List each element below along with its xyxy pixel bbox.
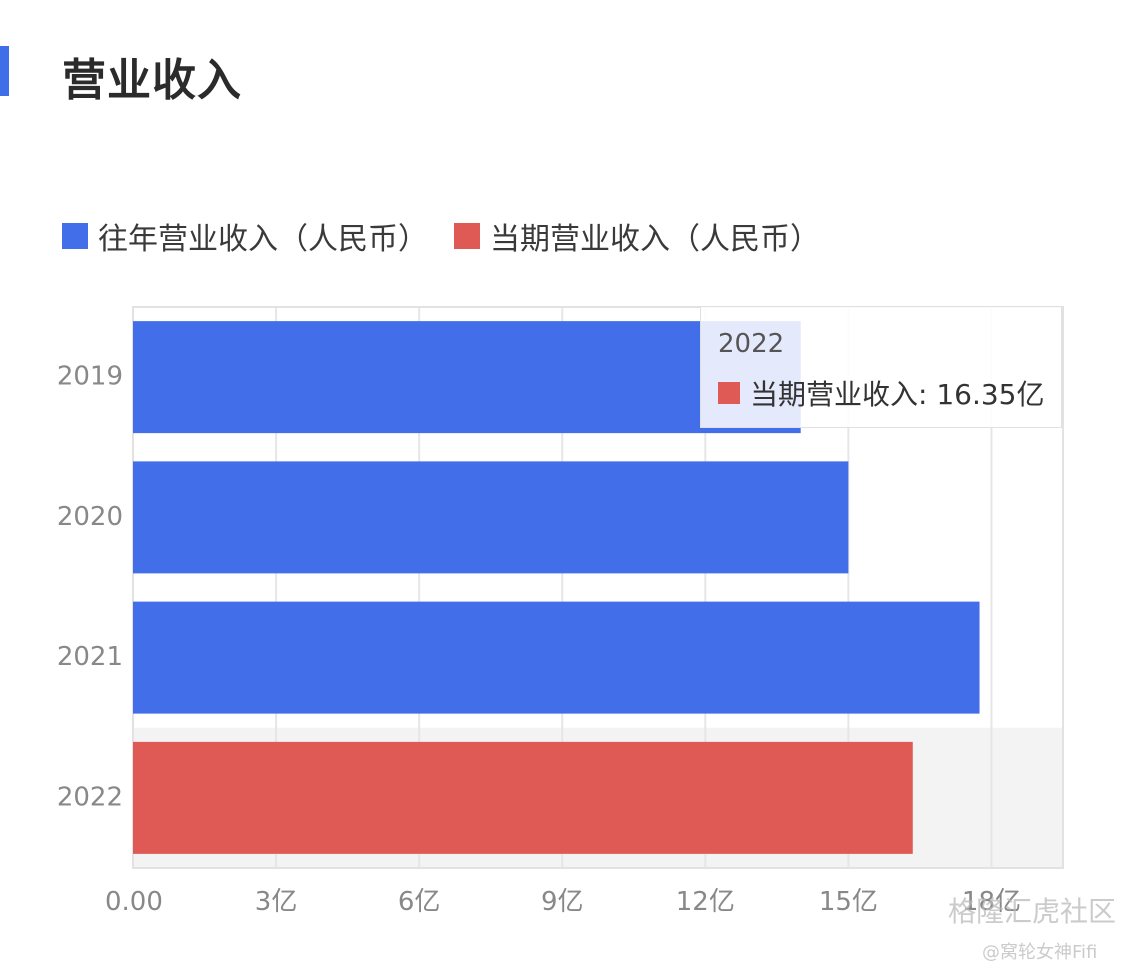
bar-2021	[133, 601, 980, 714]
tooltip-value-text: 当期营业收入: 16.35亿	[750, 378, 1045, 411]
tooltip-swatch	[718, 382, 740, 404]
x-tick-label: 12亿	[676, 887, 735, 917]
x-tick-label: 6亿	[398, 887, 441, 917]
watermark-author: @窝轮女神Fifi	[982, 942, 1098, 963]
x-tick-label: 9亿	[541, 887, 584, 917]
legend-item-current-revenue[interactable]: 当期营业收入（人民币）	[454, 214, 820, 258]
legend-item-past-revenue[interactable]: 往年营业收入（人民币）	[62, 214, 428, 258]
x-tick-label: 3亿	[255, 887, 298, 917]
legend-label-current-revenue: 当期营业收入（人民币）	[490, 222, 820, 257]
legend-swatch-past-revenue	[62, 223, 88, 249]
title-accent-bar	[0, 46, 9, 96]
y-tick-label: 2020	[57, 502, 123, 532]
y-tick-label: 2021	[57, 642, 123, 672]
y-tick-label: 2022	[57, 782, 123, 812]
bar-2022	[133, 741, 913, 854]
tooltip-row: 当期营业收入: 16.35亿	[718, 373, 1045, 413]
plot-frame	[132, 306, 1064, 869]
page-title: 营业收入	[62, 55, 242, 106]
bar-2020	[133, 461, 849, 574]
chart-tooltip: 2022 当期营业收入: 16.35亿	[700, 306, 1062, 428]
x-tick-label: 15亿	[819, 887, 878, 917]
bar-2019	[133, 321, 801, 434]
tooltip-title: 2022	[718, 329, 785, 359]
watermark-brand: 格隆汇虎社区	[948, 895, 1117, 928]
y-tick-label: 2019	[57, 362, 123, 392]
chart-legend: 往年营业收入（人民币） 当期营业收入（人民币）	[62, 214, 846, 258]
x-tick-label: 18亿	[962, 887, 1021, 917]
legend-label-past-revenue: 往年营业收入（人民币）	[98, 222, 428, 257]
x-tick-label: 0.00	[105, 887, 163, 917]
legend-swatch-current-revenue	[454, 223, 480, 249]
